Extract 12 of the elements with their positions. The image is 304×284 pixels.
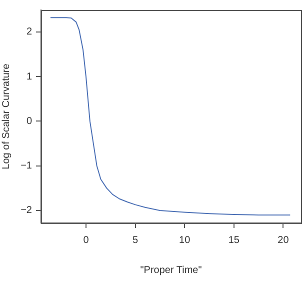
x-axis-title: "Proper Time" (140, 264, 202, 276)
x-tick-label: 20 (278, 234, 290, 246)
x-tick-label: 15 (228, 234, 240, 246)
x-tick-label: 0 (83, 234, 90, 246)
y-tick-label: 0 (26, 116, 32, 127)
y-tick-label: −2 (20, 205, 32, 216)
y-tick-label: 1 (26, 71, 32, 82)
y-axis-title: Log of Scalar Curvature (0, 63, 12, 170)
x-tick-label: 5 (132, 234, 139, 246)
y-tick-label: 2 (26, 26, 32, 38)
y-tick-label: −1 (20, 160, 32, 172)
x-tick-label: 10 (179, 234, 191, 246)
